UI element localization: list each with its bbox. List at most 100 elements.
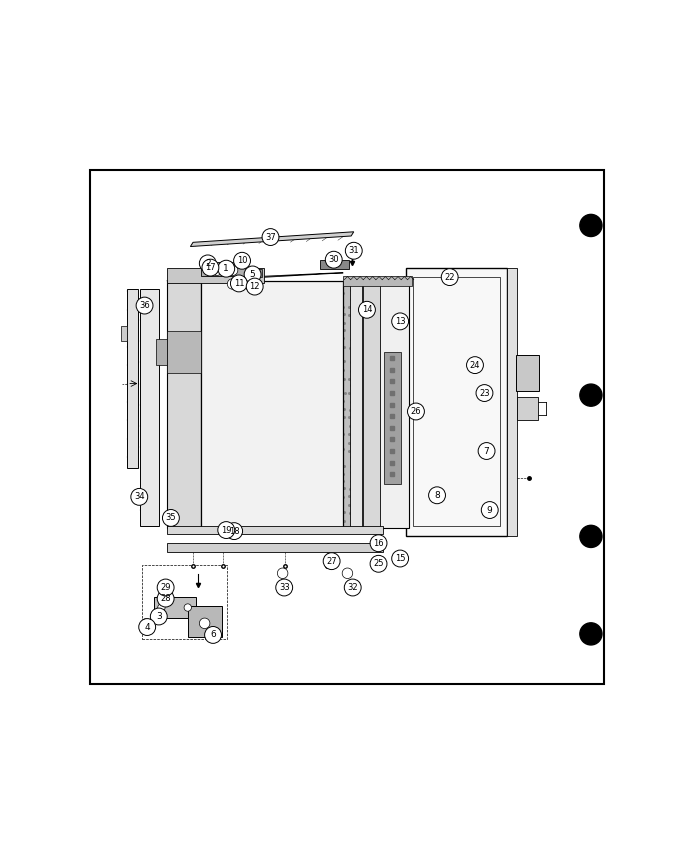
Circle shape <box>246 278 263 295</box>
Text: 27: 27 <box>326 556 337 566</box>
Text: 14: 14 <box>362 305 372 314</box>
Circle shape <box>218 522 235 539</box>
Circle shape <box>234 252 250 269</box>
Circle shape <box>441 269 458 286</box>
Text: 31: 31 <box>348 246 359 255</box>
Circle shape <box>392 313 409 330</box>
Polygon shape <box>516 355 539 391</box>
Polygon shape <box>201 281 343 529</box>
Text: 2: 2 <box>205 259 211 268</box>
Text: 7: 7 <box>483 447 490 455</box>
Polygon shape <box>363 281 380 529</box>
Circle shape <box>580 214 602 237</box>
Text: 12: 12 <box>250 282 260 291</box>
Circle shape <box>466 357 483 373</box>
Text: 26: 26 <box>411 407 422 416</box>
Polygon shape <box>350 281 362 529</box>
Text: 5: 5 <box>250 270 256 279</box>
Polygon shape <box>201 262 248 276</box>
Circle shape <box>231 275 248 292</box>
Circle shape <box>580 623 602 645</box>
Circle shape <box>478 443 495 459</box>
Circle shape <box>407 403 424 420</box>
Circle shape <box>344 579 361 596</box>
Text: 28: 28 <box>160 594 171 603</box>
Text: 6: 6 <box>210 631 216 640</box>
Circle shape <box>139 619 156 636</box>
Polygon shape <box>167 273 343 281</box>
Text: 19: 19 <box>221 525 231 534</box>
Polygon shape <box>167 330 201 373</box>
Polygon shape <box>127 288 137 468</box>
Circle shape <box>136 297 153 314</box>
Circle shape <box>205 626 222 643</box>
Circle shape <box>150 608 167 625</box>
Text: 15: 15 <box>395 554 405 563</box>
Circle shape <box>262 228 279 245</box>
Circle shape <box>157 579 174 596</box>
Circle shape <box>131 488 148 505</box>
Circle shape <box>476 384 493 401</box>
Circle shape <box>580 525 602 547</box>
Polygon shape <box>140 288 158 526</box>
Text: 3: 3 <box>156 612 162 621</box>
Circle shape <box>276 579 292 596</box>
Polygon shape <box>377 278 409 529</box>
Text: 35: 35 <box>166 513 176 523</box>
Text: 11: 11 <box>234 279 244 288</box>
Circle shape <box>358 301 375 318</box>
Text: 34: 34 <box>134 492 145 502</box>
Text: 36: 36 <box>139 301 150 310</box>
Circle shape <box>184 604 192 611</box>
Circle shape <box>277 568 288 578</box>
Polygon shape <box>154 597 196 618</box>
Polygon shape <box>245 281 256 288</box>
Circle shape <box>428 487 445 504</box>
Circle shape <box>392 550 409 567</box>
Polygon shape <box>167 526 383 534</box>
Text: 13: 13 <box>395 317 405 326</box>
Text: 10: 10 <box>237 256 248 266</box>
Circle shape <box>370 534 387 551</box>
Circle shape <box>481 502 498 518</box>
Circle shape <box>348 243 356 250</box>
Circle shape <box>325 251 342 268</box>
Text: 30: 30 <box>328 255 339 264</box>
Polygon shape <box>320 260 348 269</box>
Circle shape <box>342 568 353 578</box>
Text: 24: 24 <box>470 361 480 369</box>
Circle shape <box>227 279 238 289</box>
Polygon shape <box>167 543 383 552</box>
Circle shape <box>323 553 340 570</box>
Text: 1: 1 <box>223 264 229 273</box>
Polygon shape <box>517 397 539 421</box>
Text: 32: 32 <box>347 583 358 592</box>
Circle shape <box>244 266 261 283</box>
Circle shape <box>227 265 238 276</box>
Circle shape <box>199 255 216 271</box>
Circle shape <box>199 618 210 629</box>
Circle shape <box>163 509 180 526</box>
Polygon shape <box>245 269 262 277</box>
Polygon shape <box>384 352 401 484</box>
Circle shape <box>158 604 165 611</box>
Text: 18: 18 <box>229 527 239 535</box>
Text: 4: 4 <box>144 622 150 631</box>
Circle shape <box>226 523 243 540</box>
Circle shape <box>370 556 387 572</box>
Text: 37: 37 <box>265 233 276 242</box>
Text: 22: 22 <box>445 272 455 282</box>
Circle shape <box>157 590 174 607</box>
Text: 33: 33 <box>279 583 290 592</box>
Circle shape <box>202 259 219 276</box>
Circle shape <box>211 265 222 276</box>
Text: 16: 16 <box>373 539 384 548</box>
Polygon shape <box>343 276 412 286</box>
Polygon shape <box>407 267 507 536</box>
Polygon shape <box>507 267 517 536</box>
Polygon shape <box>269 281 354 529</box>
Polygon shape <box>188 606 222 636</box>
Text: 29: 29 <box>160 583 171 592</box>
Circle shape <box>218 260 235 277</box>
Circle shape <box>345 242 362 259</box>
